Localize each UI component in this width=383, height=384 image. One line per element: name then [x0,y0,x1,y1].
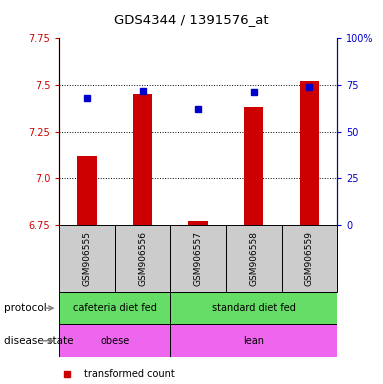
Bar [59,292,170,324]
Bar [133,94,152,225]
Bar [300,81,319,225]
Text: transformed count: transformed count [84,369,175,379]
Text: lean: lean [243,336,264,346]
Bar [170,225,226,292]
Text: GSM906559: GSM906559 [305,231,314,286]
Bar [282,225,337,292]
Bar [77,156,97,225]
Text: obese: obese [100,336,129,346]
Bar [188,221,208,225]
Text: cafeteria diet fed: cafeteria diet fed [73,303,157,313]
Text: GSM906556: GSM906556 [138,231,147,286]
Bar [244,107,264,225]
Bar [59,225,115,292]
Text: GSM906558: GSM906558 [249,231,258,286]
Bar [226,225,282,292]
Text: GSM906557: GSM906557 [194,231,203,286]
Bar [59,324,170,357]
Bar [170,324,337,357]
Text: disease state: disease state [4,336,73,346]
Bar [115,225,170,292]
Bar [170,292,337,324]
Text: GSM906555: GSM906555 [83,231,92,286]
Text: GDS4344 / 1391576_at: GDS4344 / 1391576_at [114,13,269,26]
Text: standard diet fed: standard diet fed [212,303,296,313]
Text: protocol: protocol [4,303,47,313]
